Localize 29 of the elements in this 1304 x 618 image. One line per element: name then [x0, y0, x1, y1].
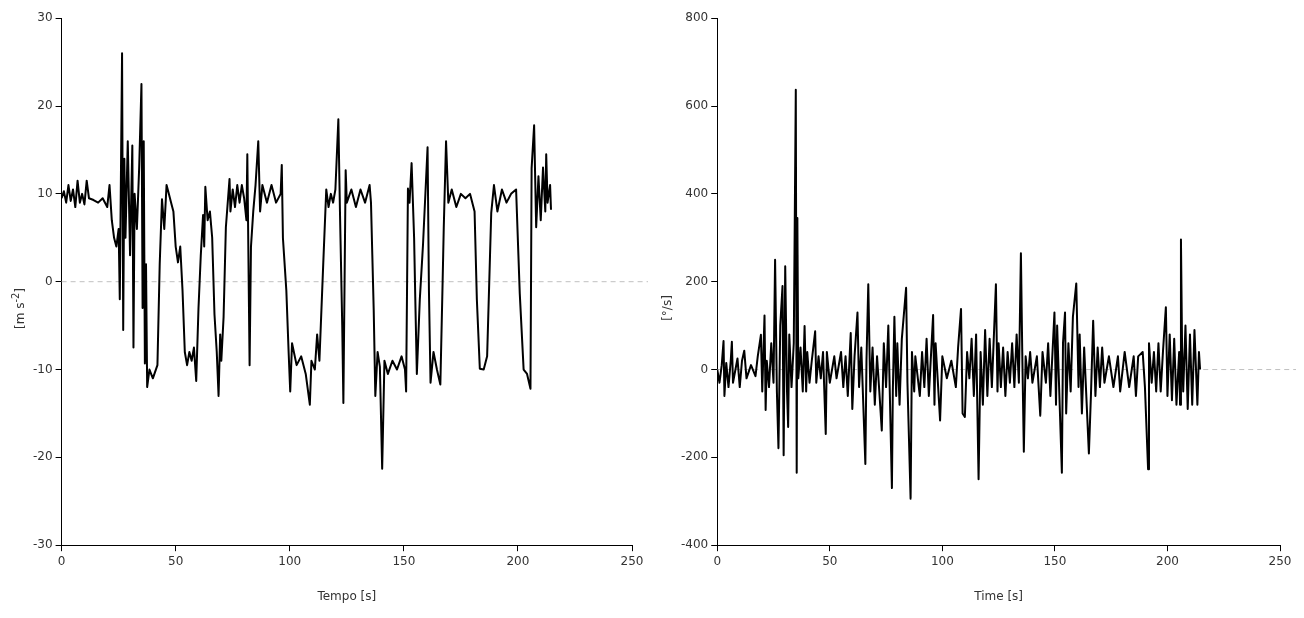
x-tick-label: 100 [930, 553, 954, 568]
x-tick-label: 100 [278, 553, 302, 568]
y-tick-label: 30 [37, 10, 53, 25]
x-axis-title: Tempo [s] [316, 588, 377, 603]
y-tick-label: -10 [32, 361, 53, 376]
x-tick-label: 50 [822, 553, 838, 568]
y-tick-label: 200 [685, 273, 709, 288]
x-tick-label: 150 [392, 553, 416, 568]
x-tick-label: 250 [620, 553, 644, 568]
x-tick-label: 50 [168, 553, 184, 568]
y-tick-label: 600 [685, 98, 709, 113]
x-tick-label: 0 [713, 553, 722, 568]
x-tick-label: 200 [1155, 553, 1179, 568]
y-tick-label: -400 [681, 537, 709, 552]
x-tick-label: 250 [1268, 553, 1292, 568]
y-tick-label: -30 [32, 537, 53, 552]
y-tick-label: -20 [32, 449, 53, 464]
y-tick-label: 0 [700, 361, 709, 376]
y-tick-label: -200 [681, 449, 709, 464]
x-tick-label: 200 [506, 553, 530, 568]
x-tick-label: 150 [1043, 553, 1067, 568]
y-tick-label: 10 [37, 185, 53, 200]
x-axis-title: Time [s] [973, 588, 1024, 603]
y-tick-label: 800 [685, 10, 709, 25]
y-tick-label: 400 [685, 185, 709, 200]
x-tick-label: 0 [57, 553, 66, 568]
y-tick-label: 20 [37, 98, 53, 113]
y-tick-label: 0 [44, 273, 53, 288]
y-axis-title: [°/s] [660, 295, 675, 321]
